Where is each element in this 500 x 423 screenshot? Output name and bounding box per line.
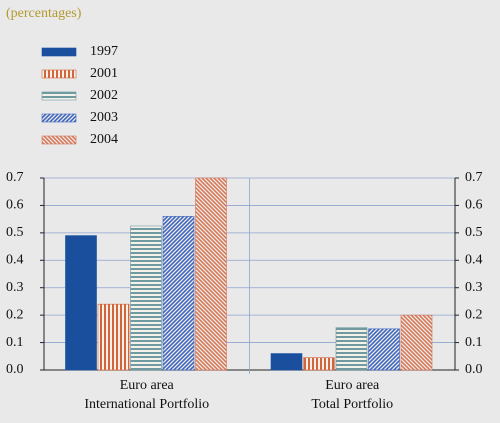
bar: [162, 216, 195, 371]
y2-tick-label: 0.1: [465, 335, 483, 350]
legend-label: 2004: [90, 132, 118, 147]
y2-tick-label: 0.3: [465, 280, 483, 295]
chart-subtitle: (percentages): [6, 6, 82, 21]
y2-tick-label: 0.0: [465, 362, 483, 377]
y2-tick-label: 0.5: [465, 225, 483, 240]
legend-swatch: [41, 91, 77, 101]
y2-tick-label: 0.2: [465, 307, 483, 322]
y-tick-label: 0.6: [6, 198, 24, 213]
legend-swatch: [41, 47, 77, 57]
bar: [130, 225, 162, 371]
y-tick-label: 0.7: [6, 170, 24, 185]
legend-label: 2001: [90, 66, 118, 81]
legend-swatch: [41, 113, 77, 123]
y-tick-label: 0.5: [6, 225, 24, 240]
y-tick-label: 0.2: [6, 307, 24, 322]
y-tick-label: 0.3: [6, 280, 24, 295]
y-tick-label: 0.0: [6, 362, 24, 377]
legend-label: 2002: [90, 88, 118, 103]
x-tick-label: Euro area Total Portfolio: [311, 378, 394, 412]
y2-tick-label: 0.7: [465, 170, 483, 185]
bar: [97, 303, 130, 371]
legend-label: 2003: [90, 110, 118, 125]
legend-label: 1997: [90, 44, 118, 59]
x-tick-label: Euro area International Portfolio: [84, 378, 210, 412]
bar: [335, 327, 368, 371]
y-tick-label: 0.1: [6, 335, 24, 350]
y2-tick-label: 0.4: [465, 253, 483, 268]
legend-swatch: [41, 69, 77, 79]
y2-tick-label: 0.6: [465, 198, 483, 213]
bar: [195, 177, 227, 371]
bar: [65, 235, 97, 371]
bar: [303, 357, 335, 371]
bar: [400, 314, 433, 371]
bar: [270, 353, 303, 371]
y-tick-label: 0.4: [6, 253, 24, 268]
legend-swatch: [41, 135, 77, 145]
bar: [368, 328, 400, 371]
